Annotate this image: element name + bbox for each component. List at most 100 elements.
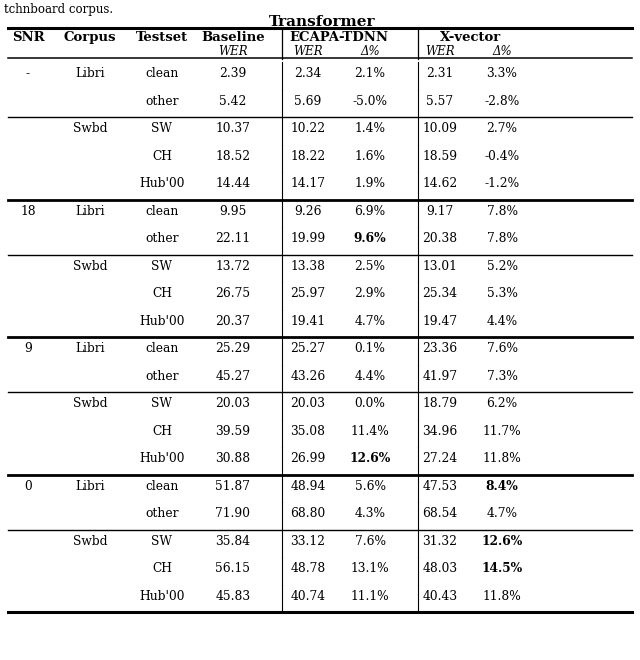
Text: 7.6%: 7.6% — [355, 535, 385, 548]
Text: Swbd: Swbd — [73, 535, 108, 548]
Text: clean: clean — [145, 343, 179, 355]
Text: SW: SW — [152, 535, 173, 548]
Text: -0.4%: -0.4% — [484, 150, 520, 163]
Text: 25.97: 25.97 — [291, 287, 326, 300]
Text: Swbd: Swbd — [73, 122, 108, 135]
Text: tchnboard corpus.: tchnboard corpus. — [4, 3, 113, 16]
Text: 2.9%: 2.9% — [355, 287, 385, 300]
Text: 6.2%: 6.2% — [486, 397, 518, 411]
Text: 9.17: 9.17 — [426, 205, 454, 218]
Text: 26.99: 26.99 — [291, 452, 326, 465]
Text: 19.47: 19.47 — [422, 315, 458, 328]
Text: 18: 18 — [20, 205, 36, 218]
Text: 7.8%: 7.8% — [486, 232, 518, 246]
Text: 8.4%: 8.4% — [486, 480, 518, 493]
Text: 20.03: 20.03 — [216, 397, 250, 411]
Text: 14.5%: 14.5% — [481, 562, 523, 576]
Text: Δ%: Δ% — [492, 45, 512, 58]
Text: 9.6%: 9.6% — [354, 232, 387, 246]
Text: Transformer: Transformer — [269, 15, 375, 29]
Text: 19.41: 19.41 — [291, 315, 326, 328]
Text: 68.54: 68.54 — [422, 508, 458, 520]
Text: 10.09: 10.09 — [422, 122, 458, 135]
Text: 34.96: 34.96 — [422, 425, 458, 438]
Text: 2.1%: 2.1% — [355, 67, 385, 81]
Text: Hub'00: Hub'00 — [140, 178, 185, 190]
Text: 25.34: 25.34 — [422, 287, 458, 300]
Text: 2.5%: 2.5% — [355, 260, 385, 273]
Text: 11.4%: 11.4% — [351, 425, 389, 438]
Text: 40.74: 40.74 — [291, 590, 326, 603]
Text: 11.8%: 11.8% — [483, 452, 522, 465]
Text: 4.7%: 4.7% — [355, 315, 385, 328]
Text: CH: CH — [152, 562, 172, 576]
Text: 1.9%: 1.9% — [355, 178, 385, 190]
Text: -5.0%: -5.0% — [353, 95, 387, 108]
Text: Swbd: Swbd — [73, 260, 108, 273]
Text: 25.27: 25.27 — [291, 343, 326, 355]
Text: CH: CH — [152, 425, 172, 438]
Text: 45.27: 45.27 — [216, 370, 251, 383]
Text: WER: WER — [293, 45, 323, 58]
Text: 12.6%: 12.6% — [481, 535, 523, 548]
Text: -: - — [26, 67, 30, 81]
Text: 10.22: 10.22 — [291, 122, 326, 135]
Text: SW: SW — [152, 260, 173, 273]
Text: 9.95: 9.95 — [220, 205, 246, 218]
Text: other: other — [145, 370, 179, 383]
Text: WER: WER — [425, 45, 455, 58]
Text: 5.57: 5.57 — [426, 95, 454, 108]
Text: 48.94: 48.94 — [291, 480, 326, 493]
Text: 2.39: 2.39 — [220, 67, 246, 81]
Text: 13.01: 13.01 — [422, 260, 458, 273]
Text: 48.03: 48.03 — [422, 562, 458, 576]
Text: 18.52: 18.52 — [216, 150, 251, 163]
Text: 30.88: 30.88 — [216, 452, 251, 465]
Text: 18.22: 18.22 — [291, 150, 326, 163]
Text: 40.43: 40.43 — [422, 590, 458, 603]
Text: 25.29: 25.29 — [216, 343, 251, 355]
Text: -2.8%: -2.8% — [484, 95, 520, 108]
Text: ECAPA-TDNN: ECAPA-TDNN — [289, 31, 388, 44]
Text: Δ%: Δ% — [360, 45, 380, 58]
Text: 3.3%: 3.3% — [486, 67, 517, 81]
Text: 11.1%: 11.1% — [351, 590, 389, 603]
Text: 1.6%: 1.6% — [355, 150, 385, 163]
Text: 11.8%: 11.8% — [483, 590, 522, 603]
Text: 18.79: 18.79 — [422, 397, 458, 411]
Text: 20.38: 20.38 — [422, 232, 458, 246]
Text: Hub'00: Hub'00 — [140, 452, 185, 465]
Text: clean: clean — [145, 480, 179, 493]
Text: 13.72: 13.72 — [216, 260, 250, 273]
Text: 35.84: 35.84 — [216, 535, 251, 548]
Text: 18.59: 18.59 — [422, 150, 458, 163]
Text: WER: WER — [218, 45, 248, 58]
Text: Corpus: Corpus — [64, 31, 116, 44]
Text: Hub'00: Hub'00 — [140, 590, 185, 603]
Text: 6.9%: 6.9% — [355, 205, 385, 218]
Text: 0.1%: 0.1% — [355, 343, 385, 355]
Text: X-vector: X-vector — [440, 31, 502, 44]
Text: SNR: SNR — [12, 31, 44, 44]
Text: CH: CH — [152, 287, 172, 300]
Text: other: other — [145, 95, 179, 108]
Text: 31.32: 31.32 — [422, 535, 458, 548]
Text: 56.15: 56.15 — [216, 562, 250, 576]
Text: Libri: Libri — [75, 343, 105, 355]
Text: 19.99: 19.99 — [291, 232, 326, 246]
Text: 20.37: 20.37 — [216, 315, 250, 328]
Text: clean: clean — [145, 205, 179, 218]
Text: 0: 0 — [24, 480, 32, 493]
Text: 68.80: 68.80 — [291, 508, 326, 520]
Text: Libri: Libri — [75, 67, 105, 81]
Text: 71.90: 71.90 — [216, 508, 250, 520]
Text: 4.4%: 4.4% — [486, 315, 518, 328]
Text: 9.26: 9.26 — [294, 205, 322, 218]
Text: 20.03: 20.03 — [291, 397, 326, 411]
Text: SW: SW — [152, 397, 173, 411]
Text: Libri: Libri — [75, 480, 105, 493]
Text: 9: 9 — [24, 343, 32, 355]
Text: 1.4%: 1.4% — [355, 122, 385, 135]
Text: 0.0%: 0.0% — [355, 397, 385, 411]
Text: clean: clean — [145, 67, 179, 81]
